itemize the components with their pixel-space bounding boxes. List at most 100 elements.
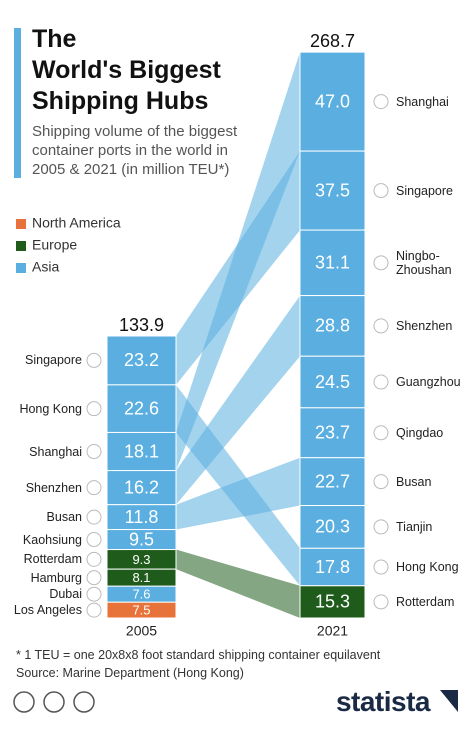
port-label: Hong Kong: [396, 560, 459, 575]
bar-segment: [106, 431, 177, 472]
flag-icon: [86, 480, 102, 496]
value-label: 17.8: [315, 557, 350, 577]
port-label: Guangzhou: [396, 375, 461, 390]
value-label: 7.6: [132, 587, 150, 602]
flag-icon: [373, 255, 389, 271]
flag-icon: [373, 94, 389, 110]
license-icon: [13, 691, 35, 713]
port-label: Tianjin: [396, 519, 433, 534]
value-label: 20.3: [315, 517, 350, 537]
flag-icon: [86, 551, 102, 567]
flow: [176, 295, 300, 505]
legend-swatch: [16, 241, 26, 251]
port-label: Busan: [46, 510, 82, 525]
bar-segment: [299, 150, 366, 231]
port-label: Rotterdam: [23, 552, 82, 567]
chart-subtitle: Shipping volume of the biggest container…: [32, 123, 238, 178]
bar-segment: [299, 355, 366, 409]
value-label: 16.2: [124, 477, 159, 497]
chart-title: The World's Biggest Shipping Hubs: [32, 25, 221, 115]
port-label: Shenzhen: [25, 480, 82, 495]
value-label: 11.8: [125, 507, 159, 527]
port-label: Singapore: [25, 353, 82, 368]
bar-segment: [299, 547, 366, 587]
legend-swatch: [16, 219, 26, 229]
value-label: 9.3: [132, 552, 150, 567]
port-label: Los Angeles: [13, 603, 82, 618]
bar-segment: [106, 470, 177, 506]
flag-icon: [86, 532, 102, 548]
flag-icon: [373, 474, 389, 490]
value-label: 24.5: [315, 372, 350, 392]
flow: [176, 457, 300, 530]
value-label: 47.0: [315, 91, 350, 111]
port-label: Qingdao: [396, 425, 444, 440]
flag-icon: [86, 602, 102, 618]
brand-icon: [440, 690, 458, 712]
value-label: 37.5: [315, 180, 350, 200]
port-label: Kaohsiung: [22, 532, 82, 547]
source: Source: Marine Department (Hong Kong): [16, 666, 244, 680]
value-label: 22.6: [124, 398, 159, 418]
bar-segment: [106, 601, 177, 619]
bar-segment: [106, 504, 177, 531]
flag-icon: [86, 401, 102, 417]
port-label: Singapore: [396, 183, 453, 198]
port-label: Shanghai: [29, 444, 82, 459]
flag-icon: [373, 183, 389, 199]
value-label: 7.5: [132, 603, 150, 618]
bar-segment: [299, 407, 366, 459]
value-label: 15.3: [315, 592, 350, 612]
value-label: 18.1: [124, 441, 159, 461]
bar-segment: [299, 457, 366, 507]
license-icon: [73, 691, 95, 713]
port-label: Rotterdam: [396, 594, 455, 609]
flow: [176, 52, 300, 471]
flag-icon: [86, 444, 102, 460]
flag-icon: [373, 519, 389, 535]
x-tick-label: 2021: [317, 623, 348, 639]
license-icon: [43, 691, 65, 713]
port-label: Dubai: [49, 587, 82, 602]
flag-icon: [86, 586, 102, 602]
flag-icon: [86, 352, 102, 368]
flag-icon: [373, 374, 389, 390]
port-label: Hamburg: [30, 570, 82, 585]
flag-icon: [373, 318, 389, 334]
bar-segment: [299, 505, 366, 549]
flag-icon: [373, 425, 389, 441]
bar-segment: [299, 229, 366, 297]
value-label: 9.5: [129, 529, 154, 549]
bar-segment: [299, 295, 366, 357]
flag-icon: [373, 594, 389, 610]
total-label: 133.9: [119, 315, 164, 335]
legend-label: Europe: [32, 237, 77, 253]
value-label: 28.8: [315, 316, 350, 336]
port-label: Shenzhen: [396, 318, 453, 333]
bar-segment: [299, 585, 366, 619]
port-label: Shanghai: [396, 94, 449, 109]
flow: [176, 549, 300, 618]
value-label: 23.7: [315, 423, 350, 443]
bar-segment: [299, 51, 366, 152]
bar-segment: [106, 384, 177, 433]
footnote: * 1 TEU = one 20x8x8 foot standard shipp…: [16, 648, 381, 662]
legend-label: North America: [32, 215, 121, 231]
port-label: Busan: [396, 474, 432, 489]
value-label: 23.2: [124, 350, 159, 370]
value-label: 22.7: [315, 471, 350, 491]
title-accent: [14, 28, 21, 178]
flag-icon: [86, 570, 102, 586]
total-label: 268.7: [310, 31, 355, 51]
port-label: Hong Kong: [19, 401, 82, 416]
flag-icon: [373, 559, 389, 575]
port-label: Ningbo-Zhoushan: [396, 248, 452, 277]
brand-logo: statista: [335, 686, 431, 717]
flag-icon: [86, 509, 102, 525]
legend-swatch: [16, 263, 26, 273]
legend-label: Asia: [32, 259, 59, 275]
value-label: 31.1: [315, 253, 350, 273]
value-label: 8.1: [132, 570, 150, 585]
